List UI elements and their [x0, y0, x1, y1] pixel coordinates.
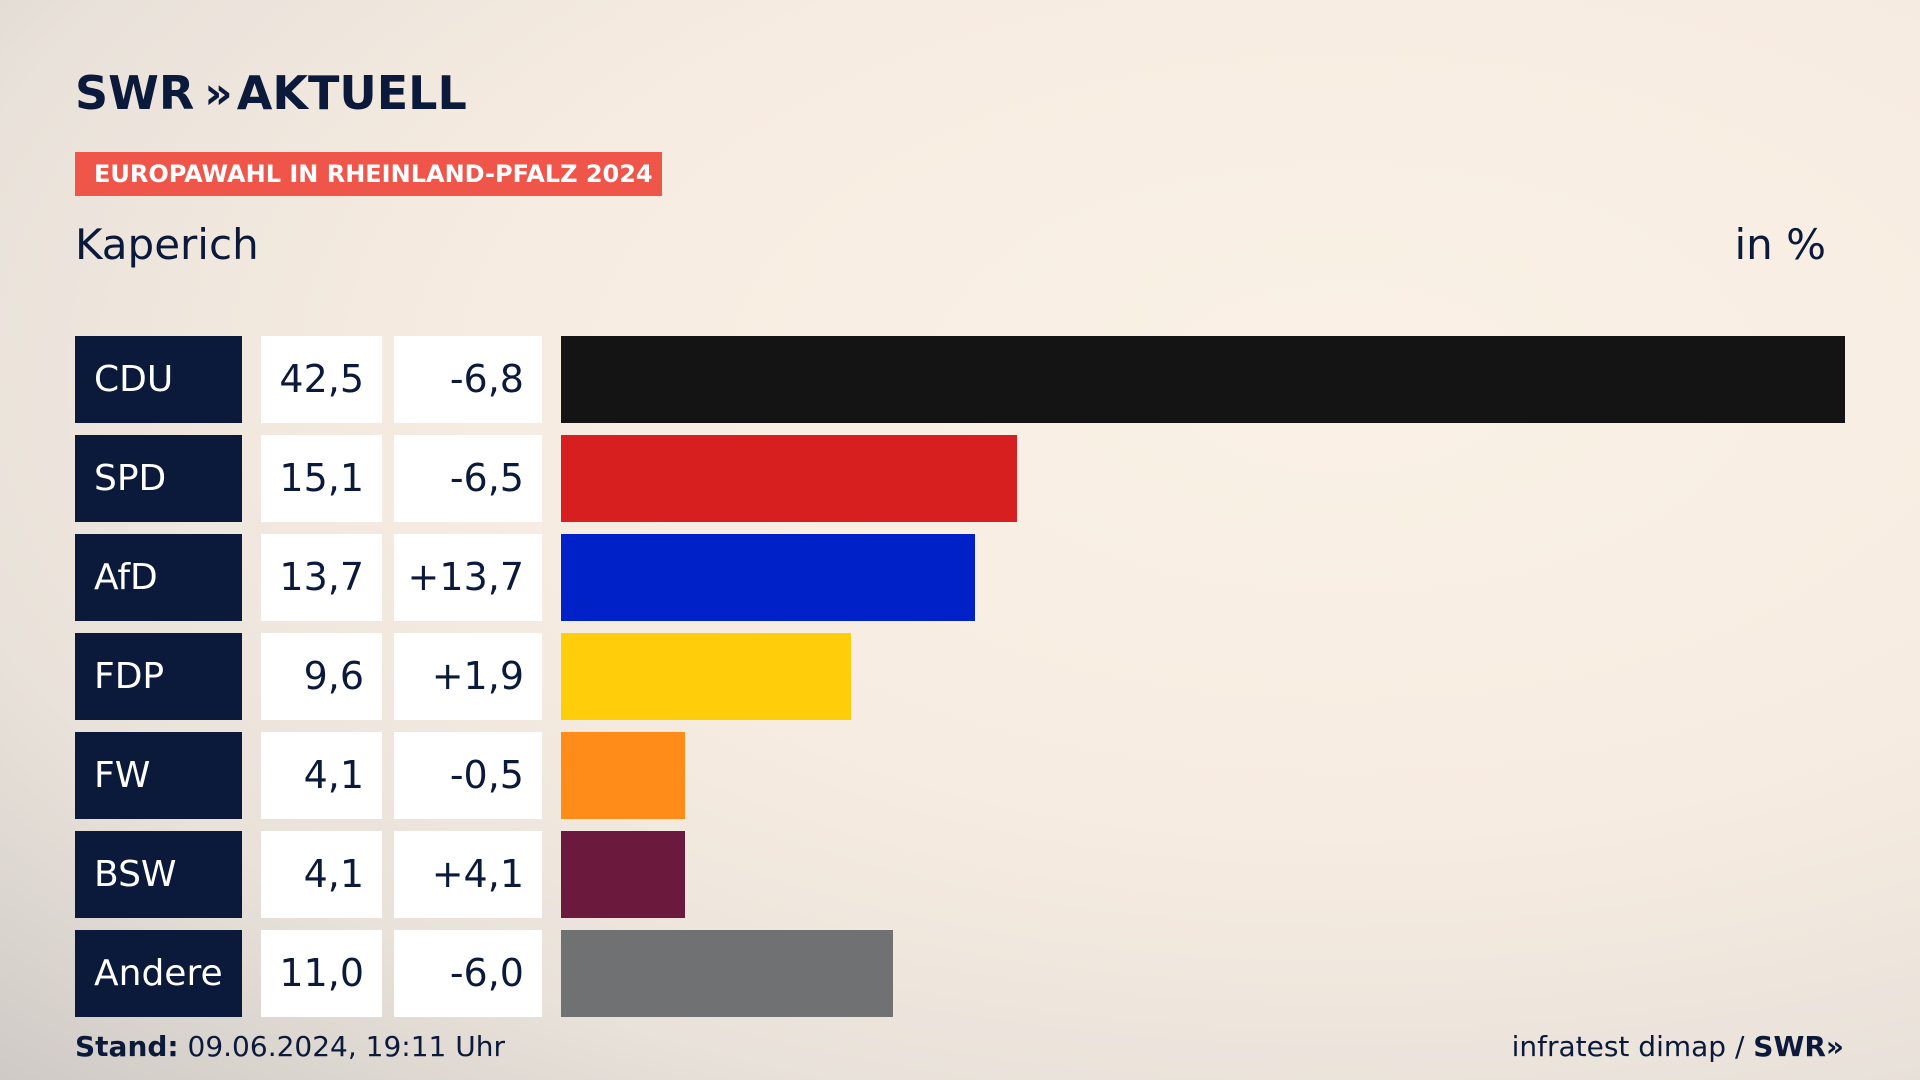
party-label: AfD	[75, 534, 242, 621]
source-credit: infratest dimap / SWR»	[1512, 1030, 1844, 1063]
party-label: FDP	[75, 633, 242, 720]
change-label: +1,9	[394, 633, 542, 720]
election-badge: EUROPAWAHL IN RHEINLAND-PFALZ 2024	[75, 152, 662, 196]
unit-label: in %	[1734, 220, 1826, 269]
vote-share-label: 11,0	[261, 930, 382, 1017]
vote-share-label: 4,1	[261, 831, 382, 918]
bar-afd	[561, 534, 975, 621]
logo-text: SWR	[75, 66, 195, 120]
change-label: -0,5	[394, 732, 542, 819]
chevron-right-icon: »	[204, 67, 233, 119]
timestamp: Stand: 09.06.2024, 19:11 Uhr	[75, 1030, 505, 1063]
place-title: Kaperich	[75, 220, 259, 269]
change-label: -6,5	[394, 435, 542, 522]
vote-share-label: 13,7	[261, 534, 382, 621]
vote-share-label: 15,1	[261, 435, 382, 522]
swr-footer-logo: SWR»	[1753, 1030, 1844, 1063]
bar-bsw	[561, 831, 685, 918]
party-label: FW	[75, 732, 242, 819]
change-label: +4,1	[394, 831, 542, 918]
party-label: SPD	[75, 435, 242, 522]
change-label: -6,8	[394, 336, 542, 423]
vote-share-label: 9,6	[261, 633, 382, 720]
change-label: -6,0	[394, 930, 542, 1017]
bar-andere	[561, 930, 893, 1017]
bar-spd	[561, 435, 1017, 522]
bar-fw	[561, 732, 685, 819]
source-text: infratest dimap /	[1511, 1030, 1754, 1063]
vote-share-label: 4,1	[261, 732, 382, 819]
logo-suffix: AKTUELL	[236, 66, 467, 120]
party-label: Andere	[75, 930, 242, 1017]
change-label: +13,7	[394, 534, 542, 621]
stand-label: Stand:	[75, 1030, 179, 1063]
vote-share-label: 42,5	[261, 336, 382, 423]
swr-aktuell-logo: SWR» AKTUELL	[75, 66, 467, 120]
party-label: CDU	[75, 336, 242, 423]
stand-value: 09.06.2024, 19:11 Uhr	[187, 1030, 505, 1063]
bar-cdu	[561, 336, 1845, 423]
bar-fdp	[561, 633, 851, 720]
party-label: BSW	[75, 831, 242, 918]
